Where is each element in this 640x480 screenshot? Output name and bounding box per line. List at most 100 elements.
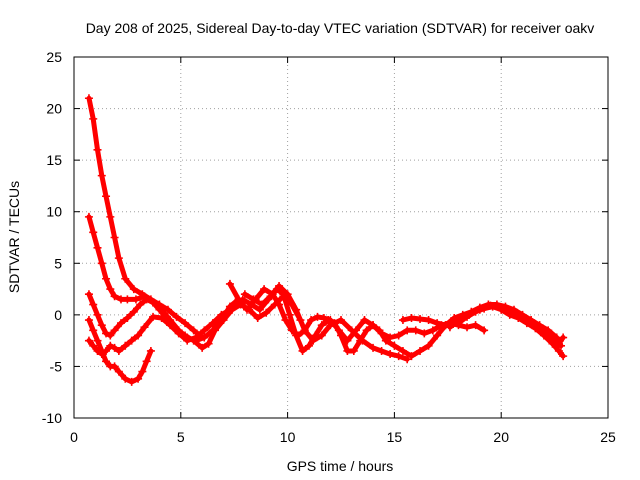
data-point [257, 300, 266, 309]
x-tick-label: 10 [280, 429, 296, 445]
chart-title: Day 208 of 2025, Sidereal Day-to-day VTE… [86, 20, 595, 36]
data-point [225, 279, 234, 288]
data-point [260, 285, 269, 294]
data-point [369, 321, 378, 330]
data-point [114, 346, 123, 355]
data-point [106, 341, 115, 350]
data-point [424, 341, 433, 350]
data-point [262, 308, 271, 317]
data-point [292, 331, 301, 340]
data-points [84, 94, 568, 386]
data-point [433, 331, 442, 340]
data-point [249, 295, 258, 304]
data-point [292, 305, 301, 314]
data-point [441, 321, 450, 330]
data-point [416, 346, 425, 355]
y-tick-label: 0 [54, 307, 62, 323]
data-point [369, 343, 378, 352]
y-tick-label: 15 [46, 152, 62, 168]
y-tick-label: -5 [50, 358, 63, 374]
data-point [89, 228, 98, 237]
data-point [313, 312, 322, 321]
data-point [416, 314, 425, 323]
data-point [129, 307, 138, 316]
data-point [146, 346, 155, 355]
data-point [298, 346, 307, 355]
data-point [475, 305, 484, 314]
data-point [486, 301, 495, 310]
data-point [134, 331, 143, 340]
data-point [307, 316, 316, 325]
series-trail [456, 303, 566, 347]
data-point [349, 346, 358, 355]
data-point [507, 308, 516, 317]
data-point [89, 326, 98, 335]
data-point [403, 326, 412, 335]
data-point [191, 333, 200, 342]
data-point [518, 313, 527, 322]
data-point [275, 281, 284, 290]
series-track-8 [240, 281, 412, 364]
data-point [445, 323, 454, 332]
data-point [138, 367, 147, 376]
series-trail [86, 95, 203, 338]
data-point [394, 352, 403, 361]
y-axis-label: SDTVAR / TECUs [6, 181, 22, 293]
data-point [102, 192, 111, 201]
data-point [548, 333, 557, 342]
data-point [240, 290, 249, 299]
plot-frame [73, 56, 609, 419]
data-point [230, 300, 239, 309]
data-point [454, 319, 463, 328]
data-point [110, 233, 119, 242]
data-point [110, 292, 119, 301]
data-point [93, 243, 102, 252]
data-point [497, 304, 506, 313]
data-point [337, 331, 345, 340]
data-point [386, 333, 395, 342]
series-track-11 [454, 301, 568, 348]
data-point [93, 346, 102, 355]
data-point [131, 295, 140, 304]
data-point [110, 343, 119, 352]
data-point [102, 329, 111, 338]
data-point [84, 290, 93, 299]
data-point [166, 321, 175, 330]
x-tick-label: 20 [493, 429, 509, 445]
y-tick-label: 20 [46, 101, 62, 117]
data-point [200, 333, 209, 342]
data-point [285, 310, 294, 319]
series-trail [86, 307, 233, 357]
data-point [559, 352, 568, 361]
data-point [129, 285, 138, 294]
data-point [136, 300, 145, 309]
data-point [407, 352, 416, 361]
data-point [247, 300, 256, 309]
data-point [465, 310, 474, 319]
data-point [210, 326, 219, 335]
data-point [149, 298, 158, 307]
data-point [93, 310, 102, 319]
data-point [89, 300, 98, 309]
data-point [386, 350, 395, 359]
data-point [324, 316, 333, 325]
data-point [97, 321, 106, 330]
data-point [403, 355, 412, 364]
data-point [424, 316, 433, 325]
data-point [317, 331, 326, 340]
data-point [407, 313, 416, 322]
data-point [411, 326, 420, 335]
data-point [106, 212, 115, 221]
data-point [97, 259, 106, 268]
data-point [106, 331, 115, 340]
data-point [116, 319, 125, 328]
data-point [155, 305, 164, 314]
data-point [304, 341, 313, 350]
data-point [89, 114, 98, 123]
data-point [463, 323, 472, 332]
y-tick-label: -10 [42, 410, 62, 426]
x-tick-label: 5 [177, 429, 185, 445]
data-point [140, 323, 149, 332]
data-point [110, 326, 119, 335]
